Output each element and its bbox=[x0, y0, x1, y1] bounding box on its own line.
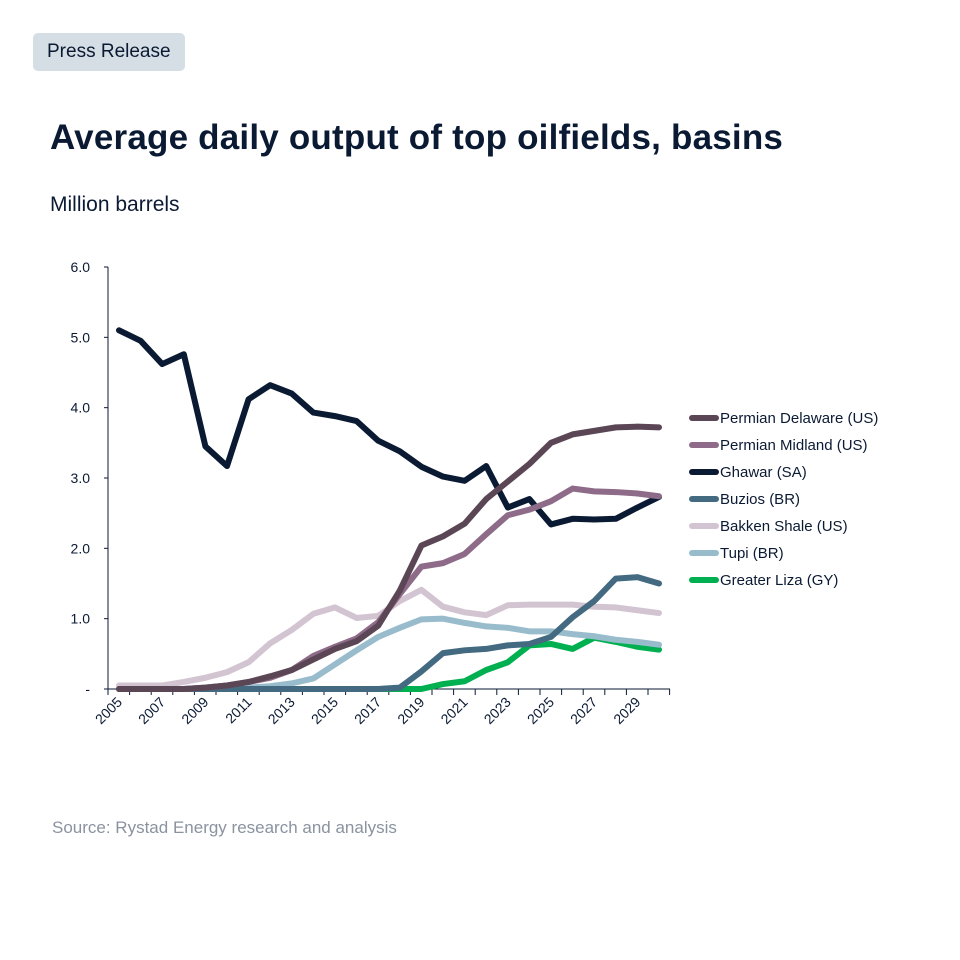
x-tick-label: 2023 bbox=[481, 694, 514, 727]
x-tick-label: 2011 bbox=[222, 694, 255, 727]
source-note: Source: Rystad Energy research and analy… bbox=[52, 818, 397, 837]
x-tick-label: 2013 bbox=[265, 694, 298, 727]
legend-label: Tupi (BR) bbox=[720, 545, 784, 562]
x-tick-label: 2029 bbox=[610, 694, 643, 727]
chart-title: Average daily output of top oilfields, b… bbox=[50, 118, 784, 157]
y-tick-label: 4.0 bbox=[71, 400, 91, 416]
legend-label: Greater Liza (GY) bbox=[720, 572, 838, 589]
y-tick-label: 5.0 bbox=[71, 329, 91, 345]
series-line-ghawar-sa- bbox=[116, 327, 662, 528]
x-tick-label: 2015 bbox=[308, 694, 341, 727]
legend-label: Permian Delaware (US) bbox=[720, 410, 878, 427]
x-tick-label: 2025 bbox=[524, 694, 557, 727]
y-tick-label: - bbox=[85, 681, 90, 697]
y-tick-label: 2.0 bbox=[71, 540, 91, 556]
legend-label: Buzios (BR) bbox=[720, 491, 800, 508]
y-tick-label: 6.0 bbox=[71, 259, 91, 275]
x-tick-label: 2017 bbox=[351, 694, 384, 727]
y-tick-label: 3.0 bbox=[71, 470, 91, 486]
legend-label: Permian Midland (US) bbox=[720, 437, 868, 454]
legend-label: Bakken Shale (US) bbox=[720, 518, 848, 535]
x-tick-label: 2021 bbox=[437, 694, 470, 727]
y-tick-label: 1.0 bbox=[71, 611, 91, 627]
x-tick-label: 2019 bbox=[394, 694, 427, 727]
x-tick-label: 2005 bbox=[92, 694, 125, 727]
x-tick-label: 2007 bbox=[135, 694, 168, 727]
x-tick-label: 2027 bbox=[567, 694, 600, 727]
chart-subtitle: Million barrels bbox=[50, 193, 180, 216]
press-release-badge: Press Release bbox=[33, 33, 185, 71]
legend-label: Ghawar (SA) bbox=[720, 464, 807, 481]
series-line-permian-delaware-us- bbox=[116, 423, 662, 692]
x-tick-label: 2009 bbox=[178, 694, 211, 727]
